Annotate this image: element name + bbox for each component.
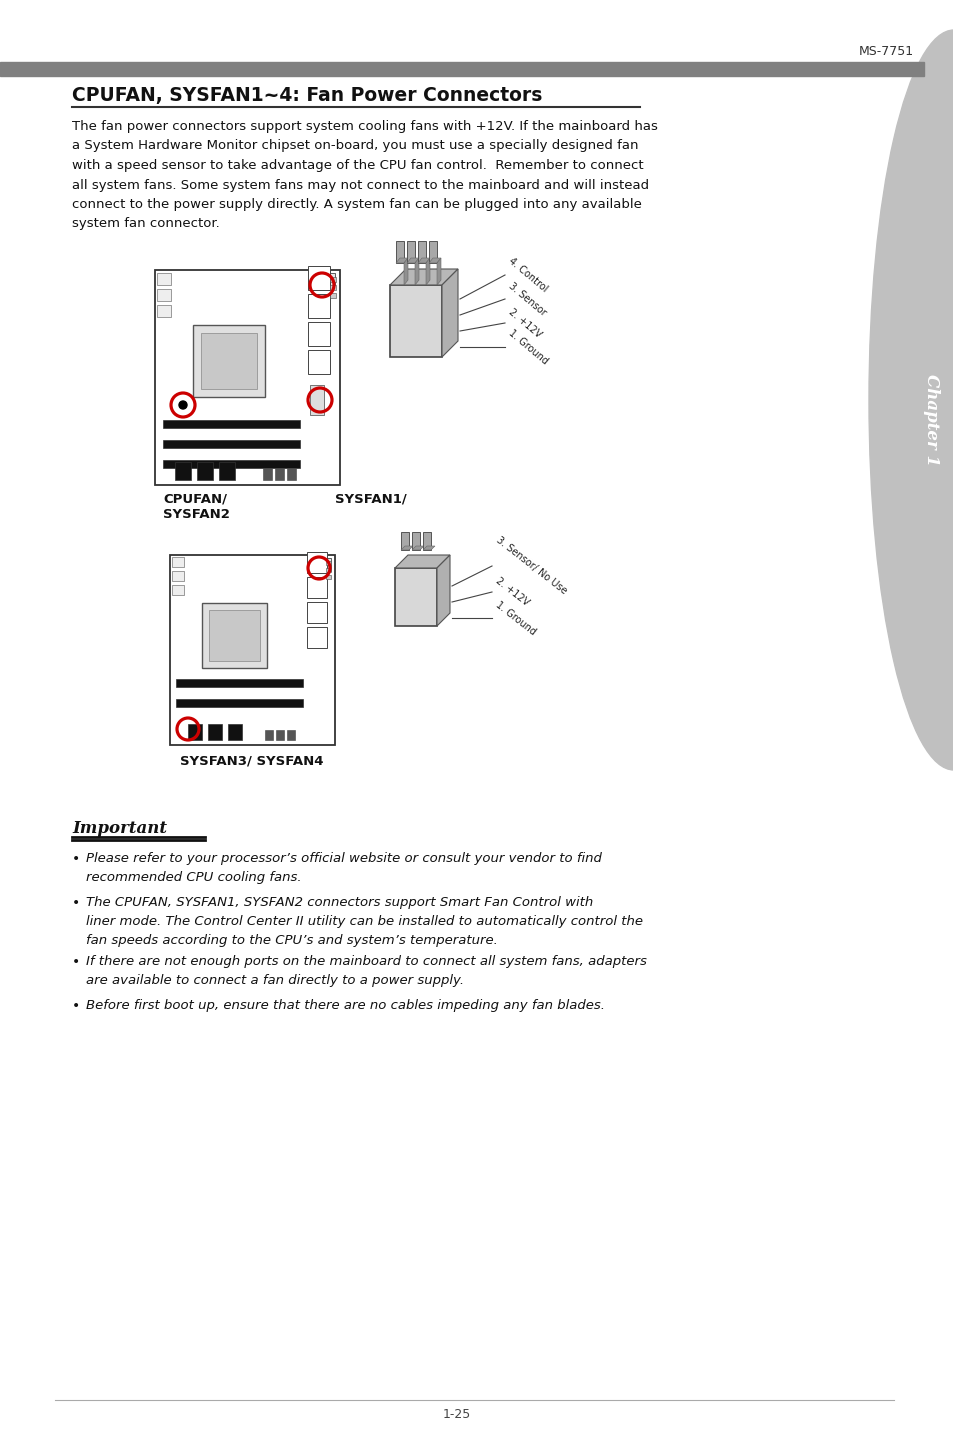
Bar — [287, 468, 295, 480]
Bar — [330, 285, 335, 291]
Text: 1. Ground: 1. Ground — [494, 599, 537, 637]
Text: 2. +12V: 2. +12V — [506, 306, 543, 339]
Bar — [308, 294, 330, 318]
Polygon shape — [390, 269, 457, 285]
Text: The CPUFAN, SYSFAN1, SYSFAN2 connectors support Smart Fan Control with
liner mod: The CPUFAN, SYSFAN1, SYSFAN2 connectors … — [86, 896, 642, 947]
Bar — [422, 533, 431, 550]
Polygon shape — [407, 258, 418, 263]
Bar — [330, 294, 335, 298]
Bar — [390, 285, 441, 357]
Bar — [307, 577, 327, 599]
Bar — [188, 725, 202, 740]
Bar — [163, 420, 299, 428]
Bar — [174, 463, 191, 480]
Bar — [163, 460, 299, 468]
Bar — [175, 679, 303, 687]
Text: Important: Important — [71, 821, 167, 836]
Bar — [307, 551, 327, 573]
Bar — [310, 385, 324, 415]
Text: •: • — [71, 955, 80, 969]
Bar — [308, 266, 330, 291]
Polygon shape — [417, 258, 430, 263]
Circle shape — [179, 401, 187, 410]
Polygon shape — [395, 556, 450, 569]
Text: •: • — [71, 1000, 80, 1012]
Bar — [154, 271, 339, 485]
Bar — [395, 569, 436, 626]
Text: Please refer to your processor’s official website or consult your vendor to find: Please refer to your processor’s officia… — [86, 852, 601, 884]
Bar — [157, 274, 171, 285]
Text: The fan power connectors support system cooling fans with +12V. If the mainboard: The fan power connectors support system … — [71, 120, 658, 231]
Bar — [172, 557, 184, 567]
Polygon shape — [395, 258, 408, 263]
Bar — [170, 556, 335, 745]
Bar — [326, 561, 331, 566]
Text: 1-25: 1-25 — [442, 1408, 471, 1421]
Text: •: • — [71, 896, 80, 909]
Polygon shape — [441, 269, 457, 357]
Bar — [326, 569, 331, 571]
Bar — [395, 241, 403, 263]
Bar — [172, 571, 184, 581]
Bar — [275, 730, 284, 740]
Text: Chapter 1: Chapter 1 — [923, 374, 940, 465]
Text: 3. Sensor/ No Use: 3. Sensor/ No Use — [494, 536, 568, 597]
Bar — [201, 334, 256, 390]
Polygon shape — [412, 546, 423, 550]
Bar — [330, 276, 335, 282]
Text: SYSFAN3/ SYSFAN4: SYSFAN3/ SYSFAN4 — [180, 755, 323, 768]
Polygon shape — [403, 258, 408, 285]
Bar — [157, 305, 171, 316]
Bar — [163, 440, 299, 448]
Bar — [0, 62, 923, 76]
Bar — [307, 601, 327, 623]
Text: 3. Sensor: 3. Sensor — [506, 281, 548, 318]
Bar — [429, 241, 436, 263]
Text: 4. Control: 4. Control — [506, 256, 549, 294]
Text: SYSFAN1/: SYSFAN1/ — [335, 493, 406, 505]
Bar — [308, 322, 330, 347]
Text: MS-7751: MS-7751 — [858, 44, 913, 59]
Text: CPUFAN/: CPUFAN/ — [163, 493, 227, 505]
Bar — [202, 603, 267, 667]
Bar — [172, 586, 184, 596]
Polygon shape — [436, 556, 450, 626]
Bar — [228, 725, 242, 740]
Bar — [196, 463, 213, 480]
Ellipse shape — [868, 30, 953, 770]
Bar — [287, 730, 294, 740]
Polygon shape — [426, 258, 430, 285]
Bar — [209, 610, 260, 662]
Bar — [175, 699, 303, 707]
Bar — [208, 725, 222, 740]
Bar — [326, 576, 331, 579]
Bar — [407, 241, 415, 263]
Polygon shape — [422, 546, 435, 550]
Bar — [400, 533, 409, 550]
Polygon shape — [415, 258, 418, 285]
Polygon shape — [429, 258, 440, 263]
Text: 2. +12V: 2. +12V — [494, 576, 531, 609]
Text: •: • — [71, 852, 80, 866]
Bar — [417, 241, 426, 263]
Text: 1. Ground: 1. Ground — [506, 328, 550, 367]
Bar — [412, 533, 419, 550]
Bar — [308, 349, 330, 374]
Text: SYSFAN2: SYSFAN2 — [163, 508, 230, 521]
Bar — [307, 627, 327, 649]
Bar — [193, 325, 265, 397]
Bar — [314, 274, 335, 288]
Polygon shape — [436, 258, 440, 285]
Bar — [219, 463, 234, 480]
Bar — [274, 468, 284, 480]
Text: CPUFAN, SYSFAN1~4: Fan Power Connectors: CPUFAN, SYSFAN1~4: Fan Power Connectors — [71, 86, 542, 105]
Text: Before first boot up, ensure that there are no cables impeding any fan blades.: Before first boot up, ensure that there … — [86, 1000, 604, 1012]
Text: If there are not enough ports on the mainboard to connect all system fans, adapt: If there are not enough ports on the mai… — [86, 955, 646, 987]
Bar — [313, 558, 331, 571]
Polygon shape — [400, 546, 413, 550]
Bar — [263, 468, 272, 480]
Bar — [265, 730, 273, 740]
Bar — [157, 289, 171, 301]
